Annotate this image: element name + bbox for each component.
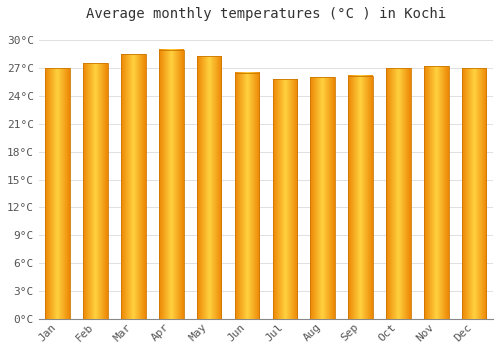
Title: Average monthly temperatures (°C ) in Kochi: Average monthly temperatures (°C ) in Ko…	[86, 7, 446, 21]
Bar	[197, 56, 222, 319]
Bar	[424, 66, 448, 319]
Bar	[84, 63, 108, 319]
Bar	[272, 79, 297, 319]
Bar	[348, 76, 373, 319]
Bar	[46, 68, 70, 319]
Bar	[159, 49, 184, 319]
Bar	[310, 77, 335, 319]
Bar	[386, 68, 410, 319]
Bar	[121, 54, 146, 319]
Bar	[462, 68, 486, 319]
Bar	[234, 73, 260, 319]
